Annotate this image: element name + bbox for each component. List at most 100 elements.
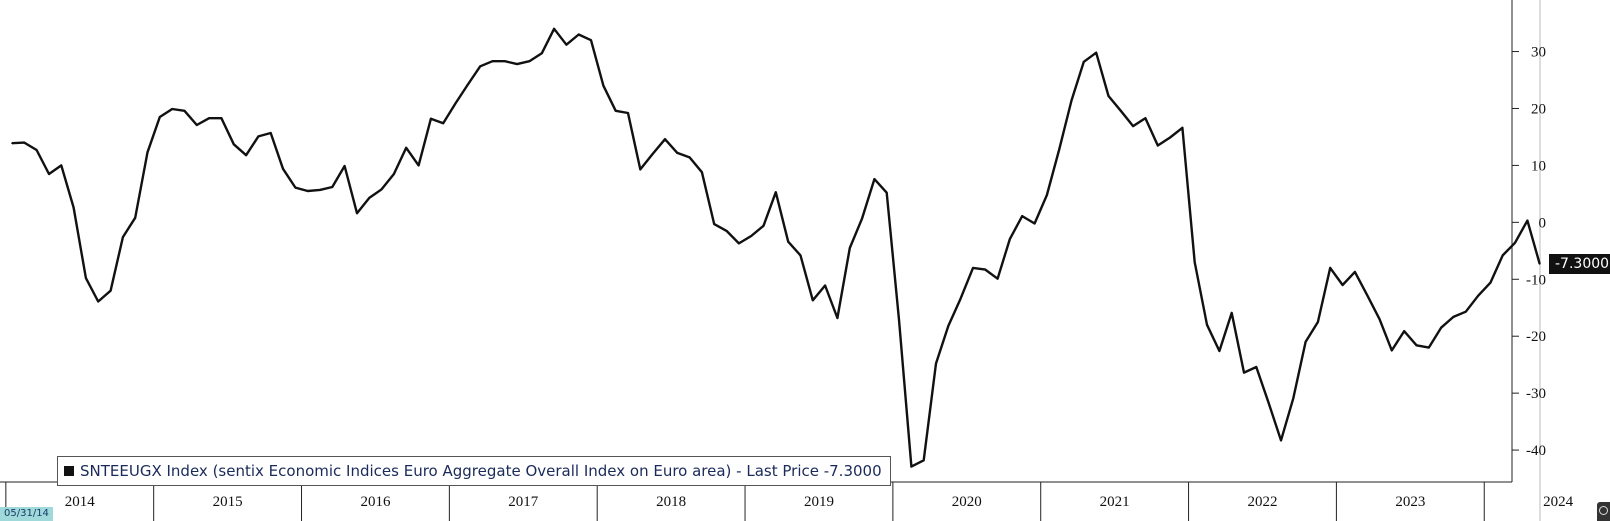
data-point — [799, 254, 802, 257]
data-point — [1403, 330, 1405, 332]
data-point — [1033, 222, 1036, 225]
data-point — [836, 317, 839, 319]
x-tick-label: 2019 — [804, 494, 834, 510]
last-value-tag: -7.3000 — [1549, 254, 1610, 274]
data-point — [257, 135, 260, 138]
data-point — [479, 65, 482, 68]
data-point — [343, 165, 346, 167]
data-point — [935, 362, 937, 365]
data-point — [565, 43, 568, 46]
data-point — [1157, 144, 1159, 147]
chart-options-button[interactable] — [1597, 502, 1610, 521]
data-point — [417, 164, 420, 167]
data-point — [528, 60, 531, 62]
data-point — [1440, 326, 1442, 329]
data-point — [861, 217, 863, 220]
data-point — [1452, 316, 1455, 318]
data-point — [750, 235, 752, 237]
data-point — [1304, 341, 1307, 343]
data-point — [898, 318, 900, 321]
data-point — [1058, 148, 1060, 151]
data-point — [1317, 321, 1319, 323]
data-point — [849, 247, 851, 249]
legend-swatch — [64, 466, 74, 476]
data-point — [1292, 397, 1295, 400]
data-point — [824, 284, 826, 287]
y-tick-label: -30 — [1526, 386, 1546, 402]
data-point — [1354, 271, 1356, 273]
data-point — [109, 289, 112, 292]
data-point — [159, 116, 161, 118]
data-point — [356, 212, 358, 214]
data-point — [1477, 295, 1479, 297]
x-tick-label: 2022 — [1247, 494, 1277, 510]
data-point — [1280, 439, 1282, 442]
data-point — [491, 60, 494, 62]
data-point — [319, 189, 321, 191]
data-point — [1415, 344, 1418, 347]
series-line — [11, 27, 1541, 468]
x-tick-label: 2020 — [952, 494, 982, 510]
data-point — [220, 117, 223, 119]
data-point — [1366, 294, 1368, 297]
data-point — [171, 108, 173, 110]
data-point — [1021, 215, 1023, 217]
data-point — [910, 465, 913, 468]
data-point — [1120, 110, 1122, 112]
data-point — [294, 186, 297, 189]
chart-frame — [0, 0, 1541, 521]
data-point — [713, 223, 715, 225]
x-tick-label: 2024 — [1543, 494, 1574, 510]
data-point — [1391, 349, 1393, 352]
data-point — [775, 191, 777, 193]
data-point — [787, 240, 789, 243]
data-point — [405, 147, 408, 149]
y-tick-label: -10 — [1526, 272, 1546, 288]
x-tick-label: 2015 — [213, 494, 243, 510]
data-point — [454, 102, 457, 105]
data-point — [959, 297, 962, 300]
data-point — [1378, 318, 1381, 320]
x-tick-label: 2017 — [508, 494, 539, 510]
data-point — [23, 141, 26, 144]
data-point — [676, 152, 679, 154]
data-point — [984, 268, 987, 271]
data-point — [1083, 61, 1085, 63]
data-point — [664, 138, 666, 140]
data-point — [245, 154, 247, 156]
data-point — [1538, 263, 1541, 265]
data-point — [627, 112, 629, 114]
data-point — [885, 191, 888, 194]
data-point — [1514, 242, 1516, 244]
data-point — [1329, 267, 1331, 269]
data-point — [282, 168, 284, 170]
data-point — [1107, 95, 1110, 97]
data-point — [602, 84, 605, 87]
data-point — [1243, 371, 1245, 374]
data-point — [1526, 219, 1529, 222]
data-point — [541, 52, 543, 55]
data-point — [35, 149, 38, 151]
data-point — [1193, 261, 1196, 264]
data-point — [1206, 324, 1208, 326]
y-tick-label: 0 — [1539, 215, 1547, 231]
data-point — [11, 142, 13, 144]
data-point — [651, 153, 654, 155]
data-point — [1169, 136, 1171, 139]
data-point — [553, 28, 555, 30]
y-tick-label: -20 — [1526, 329, 1546, 345]
data-point — [1070, 99, 1073, 102]
x-tick-label: 2021 — [1100, 494, 1130, 510]
data-point — [146, 151, 149, 154]
data-point — [183, 110, 186, 112]
data-point — [1255, 366, 1258, 368]
data-point — [688, 156, 691, 159]
data-point — [306, 190, 309, 192]
data-point — [812, 299, 814, 302]
data-point — [1132, 125, 1134, 127]
data-point — [122, 236, 124, 238]
data-point — [577, 33, 580, 36]
data-point — [947, 325, 950, 327]
data-point — [1341, 284, 1344, 286]
